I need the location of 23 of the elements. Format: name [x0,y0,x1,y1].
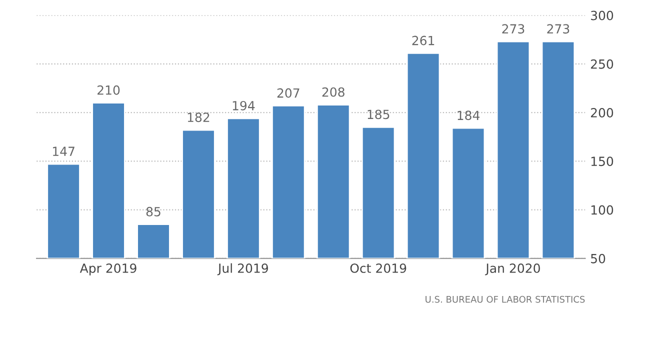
data-label: 261 [412,36,434,46]
data-label: 210 [98,85,120,95]
data-label: 194 [232,100,255,110]
y-tick-label: 100 [591,205,614,215]
y-tick-label: 300 [591,10,614,20]
x-tick-label: Jul 2019 [217,263,268,276]
x-tick-label: Apr 2019 [80,263,136,276]
x-tick-label: Oct 2019 [350,263,406,273]
y-tick-label: 200 [590,108,614,118]
data-label: 273 [502,24,524,34]
data-label: 85 [146,206,160,216]
data-label: 184 [458,110,480,120]
data-label: 208 [322,87,344,97]
y-tick-label: 150 [591,156,614,166]
text: U.S. BUREAU OF LABOR STATISTICS [426,296,585,303]
y-tick-label: 250 [590,59,614,69]
data-label: 207 [277,88,300,98]
x-tick-label: Jan 2020 [485,263,540,276]
data-label: 185 [368,110,390,120]
data-label: 147 [53,146,74,156]
data-label: 182 [188,112,210,122]
y-tick-label: 50 [591,254,606,264]
data-label: 273 [547,24,570,34]
